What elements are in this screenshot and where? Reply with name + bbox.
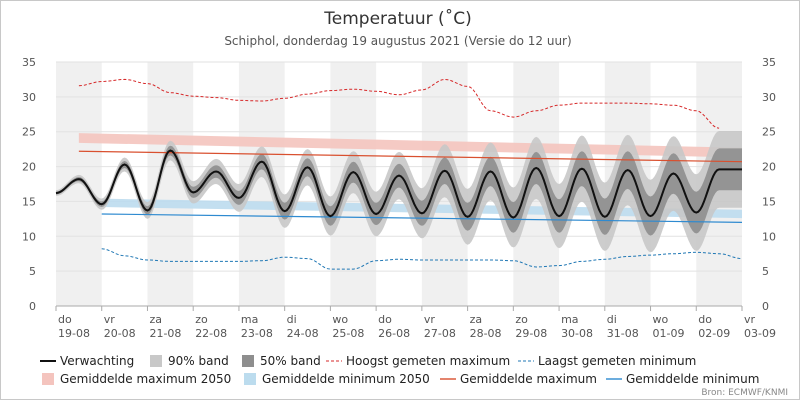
y-tick-label-left: 35 xyxy=(22,56,36,69)
record-min-line xyxy=(101,248,743,270)
x-tick-date: 29-08 xyxy=(515,327,547,340)
y-tick-label-right: 15 xyxy=(762,195,776,208)
y-tick-label-right: 0 xyxy=(762,300,769,313)
x-tick-day: zo xyxy=(195,313,208,326)
x-tick-day: zo xyxy=(515,313,528,326)
y-tick-label-right: 30 xyxy=(762,91,776,104)
day-shade-band xyxy=(56,62,102,306)
legend-label: Gemiddelde maximum 2050 xyxy=(60,372,231,386)
forecast-line xyxy=(55,149,742,219)
y-tick-label-left: 5 xyxy=(29,265,36,278)
x-tick-day: wo xyxy=(332,313,348,326)
legend-swatch xyxy=(242,355,254,367)
y-tick-label-left: 0 xyxy=(29,300,36,313)
legend-label: Laagst gemeten minimum xyxy=(538,354,696,368)
x-tick-date: 23-08 xyxy=(241,327,273,340)
legend-swatch xyxy=(42,373,54,385)
y-tick-label-left: 25 xyxy=(22,126,36,139)
record-max-line xyxy=(78,78,720,129)
series-layer xyxy=(55,78,743,270)
x-tick-day: vr xyxy=(744,313,756,326)
x-tick-day: za xyxy=(470,313,483,326)
legend-label: Gemiddelde maximum xyxy=(460,372,597,386)
chart-title: Temperatuur (˚C) xyxy=(323,8,471,29)
x-tick-day: di xyxy=(607,313,617,326)
x-tick-date: 01-09 xyxy=(653,327,685,340)
y-tick-label-right: 25 xyxy=(762,126,776,139)
y-tick-label-right: 5 xyxy=(762,265,769,278)
x-tick-date: 30-08 xyxy=(561,327,593,340)
legend-label: 50% band xyxy=(260,354,321,368)
x-tick-date: 26-08 xyxy=(378,327,410,340)
band-90-area xyxy=(56,131,742,253)
x-tick-day: do xyxy=(698,313,712,326)
legend-swatch xyxy=(150,355,162,367)
chart-subtitle: Schiphol, donderdag 19 augustus 2021 (Ve… xyxy=(224,34,571,48)
x-tick-day: ma xyxy=(561,313,578,326)
x-tick-date: 25-08 xyxy=(332,327,364,340)
x-tick-day: vr xyxy=(104,313,116,326)
legend-label: Gemiddelde minimum xyxy=(626,372,759,386)
y-tick-label-left: 30 xyxy=(22,91,36,104)
x-tick-date: 22-08 xyxy=(195,327,227,340)
legend-label: Hoogst gemeten maximum xyxy=(346,354,510,368)
y-tick-label-left: 20 xyxy=(22,161,36,174)
legend-label: Gemiddelde minimum 2050 xyxy=(262,372,430,386)
y-tick-label-left: 10 xyxy=(22,230,36,243)
legend-label: Verwachting xyxy=(60,354,134,368)
legend-label: 90% band xyxy=(168,354,229,368)
x-tick-date: 27-08 xyxy=(424,327,456,340)
avg-max-line xyxy=(78,150,743,163)
avg-min-line xyxy=(101,213,743,223)
x-tick-date: 24-08 xyxy=(287,327,319,340)
legend: Verwachting 90% band 50% band Hoogst gemete… xyxy=(40,354,759,386)
x-tick-date: 02-09 xyxy=(698,327,730,340)
legend-swatch xyxy=(244,373,256,385)
band-50-area xyxy=(56,145,742,236)
x-tick-day: di xyxy=(287,313,297,326)
y-tick-label-left: 15 xyxy=(22,195,36,208)
x-tick-day: za xyxy=(149,313,162,326)
x-tick-day: ma xyxy=(241,313,258,326)
y-tick-label-right: 35 xyxy=(762,56,776,69)
x-tick-day: do xyxy=(58,313,72,326)
y-tick-label-right: 10 xyxy=(762,230,776,243)
x-tick-date: 28-08 xyxy=(470,327,502,340)
x-tick-date: 21-08 xyxy=(149,327,181,340)
x-tick-date: 03-09 xyxy=(744,327,776,340)
x-tick-day: wo xyxy=(653,313,669,326)
y-tick-label-right: 20 xyxy=(762,161,776,174)
x-tick-day: vr xyxy=(424,313,436,326)
x-tick-date: 20-08 xyxy=(104,327,136,340)
x-tick-date: 31-08 xyxy=(607,327,639,340)
x-tick-date: 19-08 xyxy=(58,327,90,340)
x-tick-day: do xyxy=(378,313,392,326)
credit-text: Bron: ECMWF/KNMI xyxy=(701,388,788,398)
